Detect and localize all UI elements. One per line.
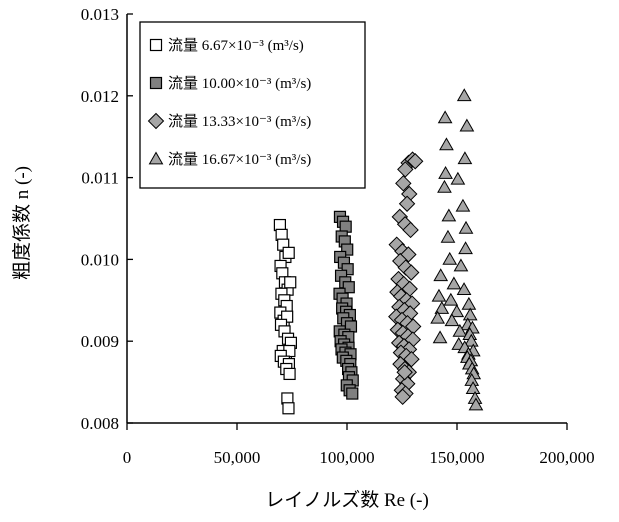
data-point: [456, 88, 472, 102]
data-point: [430, 310, 446, 324]
y-tick-label: 0.009: [81, 332, 119, 351]
data-point: [346, 387, 359, 400]
data-point: [459, 118, 475, 132]
data-point: [282, 246, 295, 259]
data-point: [283, 367, 296, 381]
data-point: [438, 166, 453, 179]
data-point: [406, 153, 424, 170]
series-3: [388, 151, 424, 406]
y-tick-label: 0.010: [81, 250, 119, 269]
data-point: [444, 313, 460, 327]
x-tick-label: 200,000: [539, 448, 594, 467]
legend-marker: [149, 38, 163, 52]
legend-marker: [148, 151, 164, 165]
data-point: [341, 263, 354, 276]
data-point: [282, 402, 295, 415]
x-tick-label: 50,000: [214, 448, 261, 467]
legend-marker: [147, 112, 165, 130]
data-point: [456, 282, 472, 296]
series-1: [273, 218, 297, 415]
legend-label: 流量 6.67×10⁻³ (m³/s): [168, 37, 304, 54]
data-point: [463, 333, 479, 347]
data-point: [440, 229, 456, 243]
data-point: [450, 171, 466, 185]
data-point: [342, 281, 355, 294]
legend-marker: [149, 76, 163, 90]
data-point: [284, 276, 297, 289]
data-point: [394, 388, 411, 406]
data-point: [462, 307, 478, 321]
data-point: [437, 179, 452, 193]
data-series: [273, 88, 484, 415]
series-4: [430, 88, 484, 411]
data-point: [446, 276, 462, 290]
y-tick-label: 0.008: [81, 414, 119, 433]
legend-label: 流量 16.67×10⁻³ (m³/s): [168, 151, 311, 168]
data-point: [458, 220, 474, 234]
data-point: [458, 241, 473, 255]
data-point: [437, 110, 453, 124]
data-point: [402, 221, 419, 239]
data-point: [468, 397, 484, 411]
data-point: [403, 350, 420, 368]
y-axis-title: 粗度係数 n (-): [11, 166, 33, 280]
legend-label: 流量 13.33×10⁻³ (m³/s): [168, 113, 311, 130]
data-point: [457, 151, 473, 165]
data-point: [395, 175, 412, 192]
x-tick-label: 100,000: [319, 448, 374, 467]
series-2: [333, 210, 359, 400]
data-point: [455, 198, 471, 212]
x-axis-title: レイノルズ数 Re (-): [265, 489, 429, 511]
data-point: [452, 323, 468, 337]
data-point: [439, 137, 454, 151]
data-point: [461, 296, 477, 310]
data-point: [442, 251, 458, 265]
data-point: [431, 288, 447, 302]
y-tick-label: 0.013: [81, 5, 119, 24]
data-point: [398, 195, 416, 212]
legend-box: [139, 21, 366, 189]
legend-label: 流量 10.00×10⁻³ (m³/s): [168, 75, 311, 92]
y-tick-label: 0.012: [81, 87, 119, 106]
data-point: [281, 310, 294, 323]
data-point: [441, 208, 457, 222]
x-tick-label: 0: [123, 448, 132, 467]
data-point: [396, 364, 413, 381]
ticks: 0.008 0.009 0.010 0.011 0.012 0.013 0 50,000 100…: [81, 5, 595, 467]
data-point: [449, 304, 465, 318]
data-point: [397, 161, 414, 178]
data-point: [341, 243, 354, 256]
y-tick-label: 0.011: [81, 169, 119, 188]
x-tick-label: 150,000: [429, 448, 484, 467]
data-point: [443, 292, 459, 306]
data-point: [432, 330, 448, 344]
data-point: [434, 300, 450, 314]
data-point: [433, 268, 449, 282]
data-point: [453, 258, 469, 272]
data-point: [465, 381, 481, 395]
legend: 流量 6.67×10⁻³ (m³/s) 流量 10.00×10⁻³ (m³/s) 流…: [139, 21, 366, 189]
data-point: [403, 264, 420, 281]
